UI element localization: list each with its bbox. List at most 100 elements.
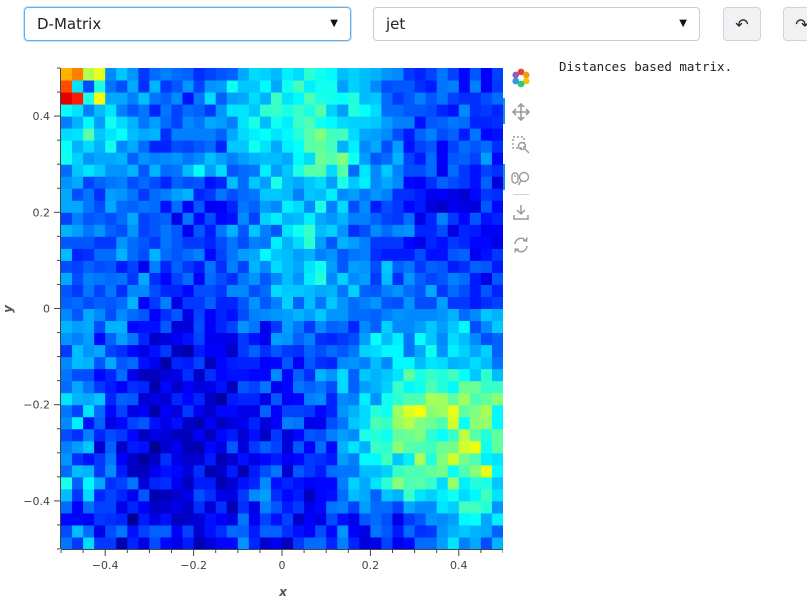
heatmap-cell — [259, 236, 272, 249]
wheel-zoom-icon[interactable] — [509, 166, 533, 190]
heatmap-cell — [359, 332, 371, 346]
heatmap-cell — [447, 140, 460, 153]
heatmap-cell — [215, 428, 228, 442]
heatmap-cell — [94, 80, 106, 93]
heatmap-cell — [469, 344, 482, 358]
heatmap-cell — [348, 140, 360, 153]
heatmap-cell — [127, 380, 139, 394]
redo-button[interactable]: ↷ — [783, 7, 807, 41]
heatmap-cell — [105, 236, 117, 249]
heatmap-cell — [337, 344, 349, 358]
heatmap-cell — [381, 164, 393, 177]
save-icon[interactable] — [509, 200, 533, 224]
heatmap-cell — [293, 104, 305, 117]
heatmap-cell — [160, 224, 172, 237]
heatmap-cell — [315, 464, 327, 478]
heatmap-cell — [226, 224, 239, 237]
undo-icon: ↶ — [735, 14, 749, 34]
heatmap-cell — [458, 500, 471, 514]
heatmap-cell — [315, 320, 327, 334]
bokeh-logo-icon[interactable] — [509, 66, 533, 90]
heatmap-cell — [381, 152, 393, 165]
heatmap-cell — [282, 440, 294, 454]
heatmap-cell — [293, 80, 305, 93]
heatmap-cell — [337, 236, 349, 249]
heatmap-cell — [458, 152, 471, 165]
heatmap-cell — [270, 272, 283, 285]
colormap-select[interactable]: jet ▼ — [373, 7, 700, 41]
heatmap-cell — [149, 524, 161, 538]
heatmap-cell — [491, 512, 503, 526]
heatmap-cell — [182, 236, 195, 249]
heatmap-cell — [237, 392, 250, 406]
heatmap-cell — [149, 200, 161, 213]
heatmap-cell — [348, 296, 360, 309]
heatmap-cell — [425, 296, 438, 309]
box-zoom-icon[interactable] — [509, 133, 533, 157]
heatmap-cell — [182, 176, 195, 189]
heatmap-cell — [480, 80, 493, 93]
heatmap-cell — [403, 104, 416, 117]
heatmap-cell — [116, 392, 128, 406]
heatmap-cell — [326, 404, 338, 418]
heatmap-cell — [193, 296, 206, 309]
heatmap-cell — [259, 416, 272, 430]
heatmap-cell — [458, 368, 471, 382]
heatmap-cell — [160, 500, 172, 514]
heatmap-cell — [61, 224, 73, 237]
heatmap-cell — [469, 260, 482, 273]
heatmap-cell — [469, 296, 482, 309]
heatmap-cell — [83, 212, 95, 225]
heatmap-cell — [127, 140, 139, 153]
heatmap-cell — [348, 452, 360, 466]
heatmap-cell — [348, 332, 360, 346]
heatmap-cell — [359, 116, 371, 129]
heatmap-cell — [160, 104, 172, 117]
heatmap-cell — [370, 536, 382, 550]
heatmap-cell — [127, 248, 139, 261]
heatmap-cell — [293, 260, 305, 273]
heatmap-cell — [105, 248, 117, 261]
heatmap-cell — [392, 248, 405, 261]
heatmap-cell — [259, 452, 272, 466]
heatmap-cell — [138, 452, 150, 466]
heatmap-cell — [447, 272, 460, 285]
heatmap-cell — [293, 224, 305, 237]
heatmap-cell — [348, 416, 360, 430]
heatmap-cell — [447, 236, 460, 249]
heatmap-cell — [105, 524, 117, 538]
heatmap-cell — [447, 248, 460, 261]
heatmap-cell — [215, 320, 228, 334]
heatmap-cell — [315, 248, 327, 261]
pan-icon[interactable] — [509, 100, 533, 124]
heatmap-cell — [436, 440, 449, 454]
heatmap-cell — [348, 104, 360, 117]
heatmap-cell — [491, 68, 503, 81]
heatmap-cell — [491, 500, 503, 514]
heatmap-cell — [381, 296, 393, 309]
heatmap-cell — [270, 68, 283, 81]
reset-icon[interactable] — [509, 233, 533, 257]
heatmap-cell — [127, 452, 139, 466]
heatmap-cell — [193, 176, 206, 189]
heatmap-cell — [116, 500, 128, 514]
undo-button[interactable]: ↶ — [723, 7, 761, 41]
heatmap-cell — [204, 224, 217, 237]
matrix-select[interactable]: D-Matrix ▼ — [24, 7, 351, 41]
heatmap-cell — [204, 212, 217, 225]
heatmap-cell — [83, 248, 95, 261]
heatmap-cell — [171, 368, 184, 382]
heatmap-cell — [436, 500, 449, 514]
heatmap-cell — [359, 200, 371, 213]
heatmap-cell — [72, 488, 84, 502]
heatmap-cell — [480, 164, 493, 177]
heatmap-cell — [480, 476, 493, 490]
heatmap-cell — [315, 368, 327, 382]
heatmap-cell — [204, 272, 217, 285]
heatmap-cell — [94, 452, 106, 466]
heatmap-chart[interactable]: −0.4 −0.2 0 0.2 0.4−0.4−0.200.20.4 x y — [0, 55, 503, 604]
heatmap-cell — [491, 284, 503, 297]
heatmap-cell — [359, 488, 371, 502]
heatmap-cell — [326, 104, 338, 117]
heatmap-cell — [83, 116, 95, 129]
